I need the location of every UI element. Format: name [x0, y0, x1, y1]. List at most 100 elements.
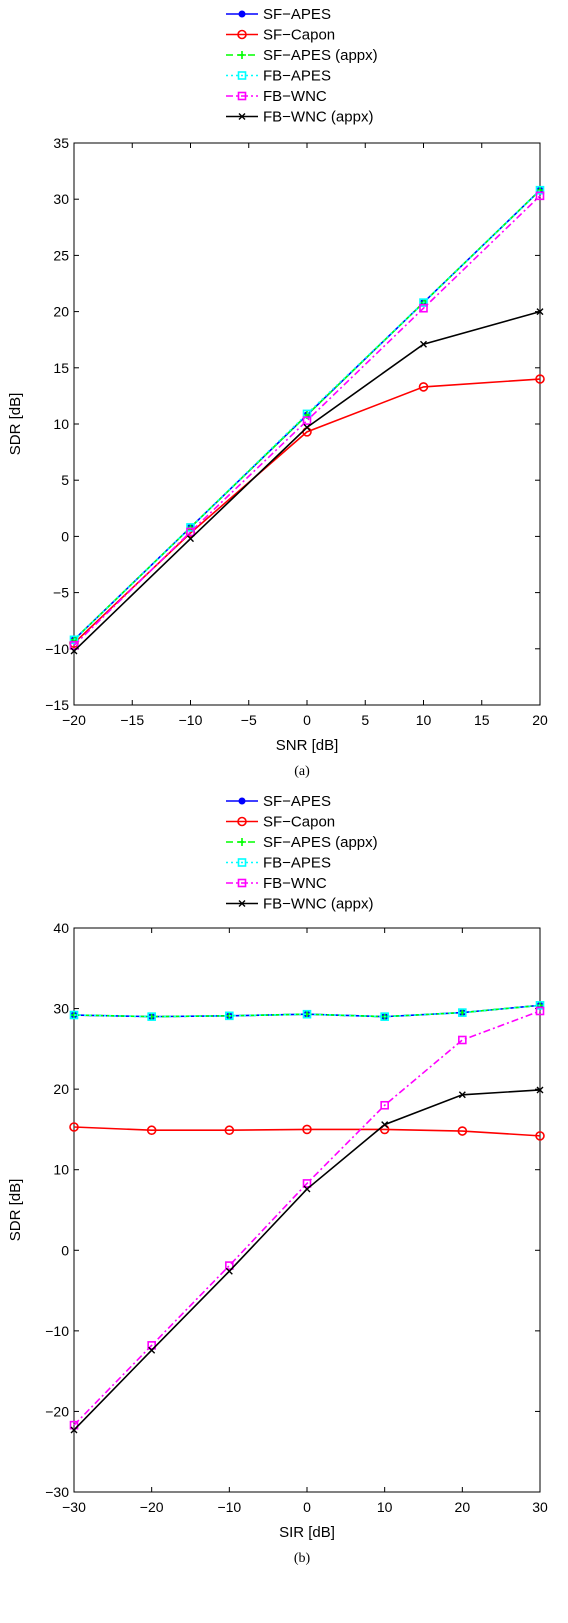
x-tick-label: 10 [416, 712, 432, 728]
data-point [225, 1267, 233, 1275]
legend-marker [238, 113, 246, 120]
data-point [536, 308, 544, 316]
series-6 [70, 308, 544, 655]
data-point [419, 303, 428, 313]
legend-entry: SF−Capon [263, 27, 335, 44]
y-tick-label: 5 [61, 472, 69, 488]
x-tick-label: −15 [120, 712, 144, 728]
data-point [535, 1006, 545, 1016]
y-tick-label: −10 [45, 641, 69, 657]
series-6 [70, 1086, 544, 1434]
data-point [535, 1001, 545, 1010]
data-point [418, 382, 429, 392]
legend: SF−APES SF−Capon SF−APES (appx) FB−APES FB−W… [226, 793, 378, 913]
legend-entry: FB−WNC [263, 88, 327, 105]
data-point [458, 1091, 466, 1099]
y-tick-label: 20 [53, 1081, 69, 1097]
data-point [187, 535, 194, 543]
data-point [225, 1261, 234, 1270]
data-point [225, 1011, 234, 1021]
legend-marker [237, 29, 247, 40]
data-point [303, 423, 311, 431]
x-tick-label: 0 [303, 712, 311, 728]
series-4 [69, 1001, 545, 1021]
chart-1: SF−APES SF−Capon SF−APES (appx) FB−APES FB−W… [7, 6, 548, 779]
x-tick-label: 30 [532, 1499, 548, 1515]
y-tick-label: −20 [45, 1403, 69, 1419]
data-point [224, 1125, 235, 1136]
y-tick-label: 10 [53, 416, 69, 432]
data-point [420, 340, 427, 348]
y-tick-label: 40 [53, 920, 69, 936]
legend-marker [237, 878, 247, 888]
data-point [69, 1420, 79, 1430]
data-point [381, 1121, 389, 1129]
data-point [458, 1008, 467, 1017]
x-tick-label: 10 [377, 1499, 393, 1515]
legend-entry: SF−APES [263, 793, 331, 810]
data-point [70, 647, 78, 655]
data-point [458, 1035, 467, 1045]
legend-entry: FB−APES [263, 855, 331, 872]
legend-entry: FB−WNC (appx) [263, 109, 373, 126]
legend-marker [238, 10, 246, 18]
legend-entry: SF−APES [263, 6, 331, 23]
y-tick-label: 20 [53, 304, 69, 320]
y-tick-label: −10 [45, 1323, 69, 1339]
data-point [147, 1012, 156, 1021]
x-tick-label: 20 [532, 712, 548, 728]
x-tick-label: −30 [62, 1499, 86, 1515]
x-tick-label: 15 [474, 712, 490, 728]
legend-marker [237, 91, 247, 101]
legend-entry: SF−APES (appx) [263, 47, 378, 64]
data-point [302, 1179, 312, 1188]
x-tick-label: 0 [303, 1499, 311, 1515]
data-point [380, 1012, 389, 1021]
data-point [380, 1100, 389, 1110]
x-tick-label: −10 [179, 712, 203, 728]
data-point [302, 416, 312, 425]
legend-marker [238, 900, 246, 907]
series-line [73, 1126, 541, 1137]
data-point [535, 191, 545, 201]
legend-marker [238, 797, 246, 805]
figure-caption: (b) [294, 1551, 311, 1566]
plot-area [73, 927, 541, 1493]
legend: SF−APES SF−Capon SF−APES (appx) FB−APES FB−W… [226, 6, 378, 126]
data-point [69, 1010, 79, 1020]
y-tick-label: −15 [45, 697, 69, 713]
legend-marker [237, 858, 247, 867]
data-point [147, 1341, 156, 1350]
data-point [69, 635, 79, 645]
x-tick-label: 20 [455, 1499, 471, 1515]
legend-marker [237, 816, 247, 827]
data-point [535, 374, 545, 384]
data-point [302, 1124, 312, 1135]
data-point [69, 641, 79, 650]
legend-entry: SF−Capon [263, 814, 335, 831]
data-point [457, 1126, 468, 1136]
data-point [419, 298, 428, 307]
series-5 [69, 191, 545, 650]
legend-entry: FB−WNC (appx) [263, 896, 373, 913]
y-tick-label: 10 [53, 1162, 69, 1178]
y-tick-label: 0 [61, 528, 69, 544]
legend-marker [237, 71, 247, 80]
y-tick-label: −5 [53, 585, 69, 601]
data-point [186, 527, 195, 537]
series-line [73, 195, 541, 647]
x-tick-label: −10 [217, 1499, 241, 1515]
data-point [536, 1086, 544, 1094]
y-tick-label: 35 [53, 135, 69, 151]
y-tick-label: 15 [53, 360, 69, 376]
data-point [69, 1122, 79, 1132]
data-point [535, 1131, 545, 1141]
series-line [73, 1010, 541, 1426]
legend-entry: SF−APES (appx) [263, 834, 378, 851]
data-point [70, 1426, 78, 1434]
legend-marker [238, 51, 246, 59]
x-axis-title: SNR [dB] [276, 737, 339, 754]
data-point [148, 1346, 156, 1354]
chart-2: SF−APES SF−Capon SF−APES (appx) FB−APES FB−W… [7, 793, 548, 1566]
y-tick-label: 30 [53, 1001, 69, 1017]
